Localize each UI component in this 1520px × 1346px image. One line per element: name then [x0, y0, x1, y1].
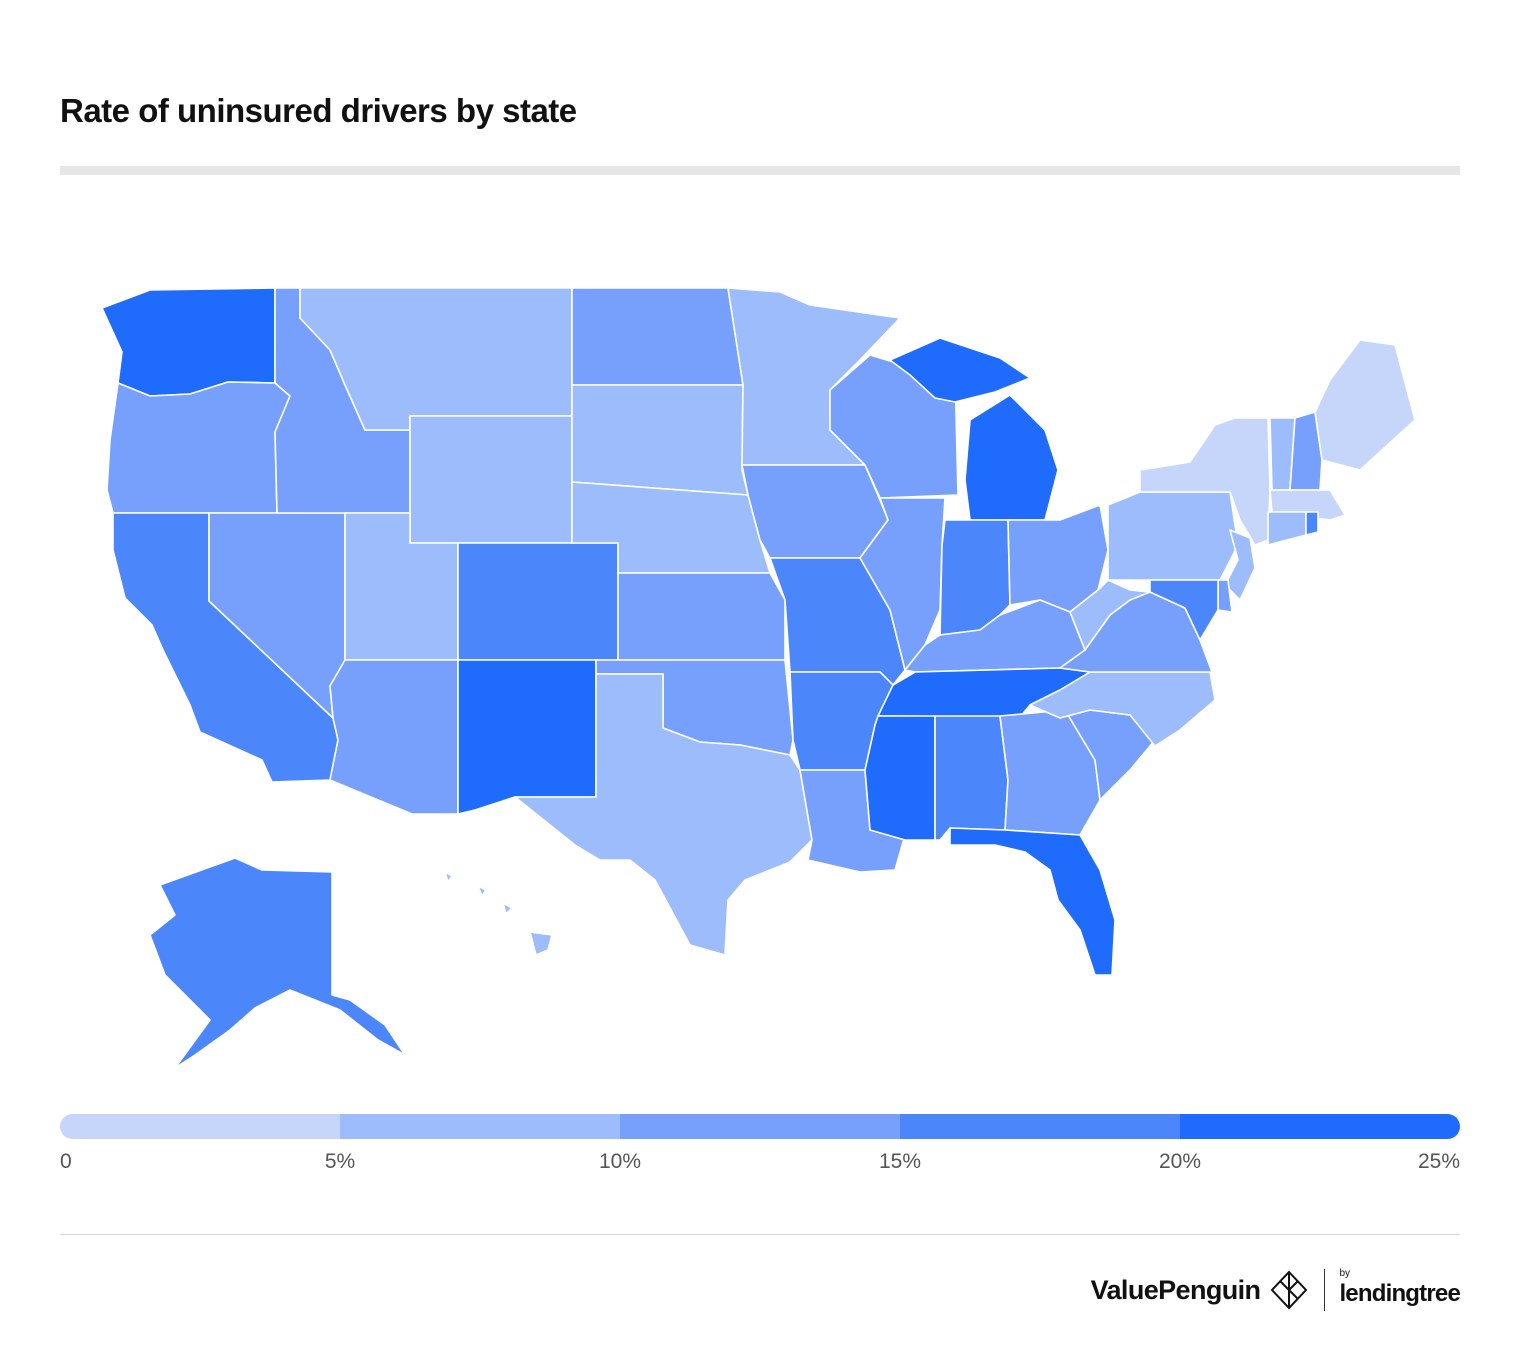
state-mississippi	[864, 715, 936, 841]
state-pennsylvania	[1107, 491, 1239, 581]
state-maine	[1314, 339, 1416, 471]
state-texas	[514, 673, 813, 956]
state-shapes	[101, 287, 1416, 1069]
penguin-diamond-icon	[1271, 1270, 1308, 1310]
legend-tick-label: 15%	[878, 1150, 922, 1173]
state-oregon	[106, 381, 291, 514]
chart-title: Rate of uninsured drivers by state	[60, 92, 577, 129]
state-north-dakota	[571, 287, 744, 386]
state-new-mexico	[457, 659, 597, 815]
brand-separator	[1324, 1269, 1326, 1311]
legend-bin-3	[900, 1114, 1180, 1139]
state-arizona	[329, 659, 459, 815]
state-north-carolina	[1029, 671, 1216, 747]
state-kansas	[617, 572, 786, 661]
legend-tick-label: 25%	[1417, 1150, 1460, 1173]
legend-tick-label: 0	[60, 1150, 72, 1173]
state-maryland	[1149, 579, 1219, 641]
legend-tick-label: 20%	[1158, 1150, 1202, 1173]
brand-logos: ValuePenguin by lendingtree	[1090, 1268, 1461, 1312]
state-florida	[949, 827, 1116, 976]
lendingtree-logo: by lendingtree	[1339, 1268, 1460, 1308]
state-washington	[101, 287, 276, 397]
state-new-hampshire	[1289, 411, 1323, 491]
legend-tick-label: 5%	[324, 1150, 356, 1173]
legend-bin-2	[620, 1114, 900, 1139]
title-divider	[60, 166, 1460, 175]
lendingtree-wordmark: lendingtree	[1339, 1280, 1460, 1307]
footer-divider	[60, 1234, 1460, 1235]
legend-ticks: 0 5% 10% 15% 20% 25%	[0, 1150, 1520, 1180]
state-colorado	[457, 542, 619, 661]
state-iowa	[741, 464, 889, 559]
state-michigan	[889, 337, 1059, 521]
legend-bin-4	[1180, 1114, 1460, 1139]
state-connecticut	[1267, 511, 1307, 546]
legend-bin-0	[60, 1114, 340, 1139]
legend-tick-label: 10%	[598, 1150, 642, 1173]
legend-bin-1	[340, 1114, 620, 1139]
state-alabama	[934, 715, 1009, 841]
state-south-dakota	[571, 384, 749, 496]
state-new-jersey	[1224, 529, 1256, 601]
valuepenguin-logo: ValuePenguin	[1090, 1274, 1261, 1305]
state-hawaii	[444, 871, 553, 956]
state-alaska	[149, 857, 406, 1069]
brand-by-label: by	[1339, 1268, 1350, 1279]
state-wyoming	[409, 415, 573, 544]
state-rhode-island	[1305, 511, 1319, 536]
color-legend	[60, 1114, 1460, 1139]
